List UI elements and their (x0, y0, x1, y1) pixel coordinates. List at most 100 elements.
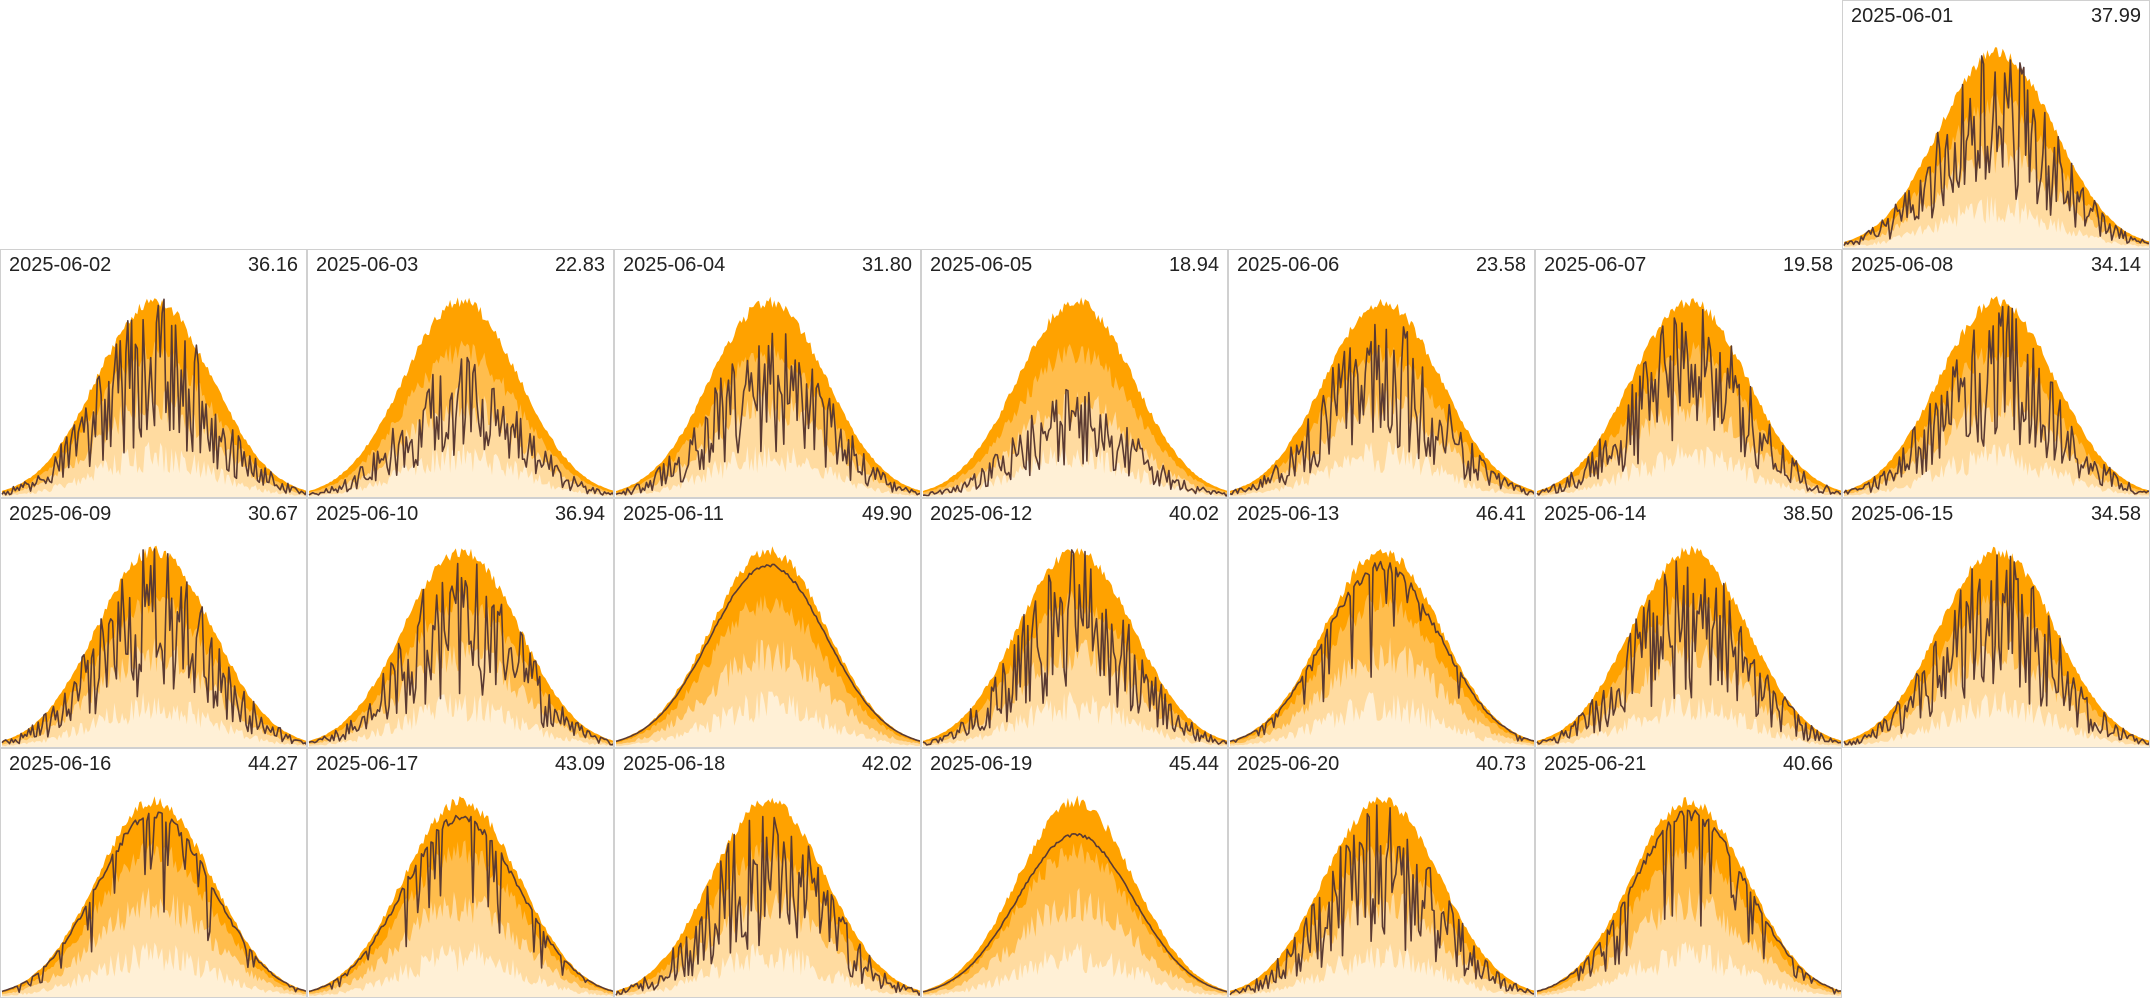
band-low (1230, 943, 1534, 997)
day-date-label: 2025-06-16 (9, 753, 112, 775)
day-panel-plot (615, 296, 920, 497)
day-panel-plot (308, 796, 613, 997)
day-panel: 2025-06-09 30.67 (0, 498, 307, 748)
band-inner (309, 640, 613, 747)
day-panel-plot (1536, 545, 1841, 747)
day-panel: 2025-06-14 38.50 (1535, 498, 1842, 748)
day-date-label: 2025-06-17 (316, 753, 419, 775)
actual-production-line (308, 814, 613, 993)
band-inner (1537, 886, 1841, 997)
band-low (616, 443, 920, 497)
actual-production-line (1536, 308, 1841, 496)
day-panel-plot (922, 297, 1227, 497)
band-low (1844, 691, 2149, 747)
band-low (309, 440, 613, 497)
day-date-label: 2025-06-12 (930, 503, 1033, 525)
band-low (2, 692, 306, 747)
day-panel-plot (1536, 797, 1841, 997)
actual-production-line (922, 388, 1227, 497)
day-date-label: 2025-06-02 (9, 254, 112, 276)
day-panel-plot (1843, 296, 2149, 497)
band-low (616, 943, 920, 997)
band-low (1844, 442, 2149, 497)
band-inner (1844, 388, 2149, 497)
band-low (1230, 692, 1534, 747)
day-date-label: 2025-06-18 (623, 753, 726, 775)
actual-production-line (1843, 55, 2149, 246)
day-panel: 2025-06-12 40.02 (921, 498, 1228, 748)
actual-production-line (308, 356, 613, 496)
day-total-label: 40.66 (1782, 753, 1833, 775)
actual-production-line (1229, 804, 1534, 996)
day-panel-plot (308, 548, 613, 747)
day-total-label: 49.90 (861, 503, 912, 525)
day-panel-plot (615, 797, 920, 997)
day-date-label: 2025-06-10 (316, 503, 419, 525)
band-low (1230, 441, 1534, 497)
day-panel-plot (1, 796, 306, 997)
day-panel: 2025-06-20 40.73 (1228, 748, 1535, 998)
day-total-label: 34.58 (2090, 503, 2141, 525)
band-inner (616, 638, 920, 747)
band-inner (2, 638, 306, 747)
band-inner (1844, 138, 2149, 248)
band-low (2, 942, 306, 997)
day-date-label: 2025-06-21 (1544, 753, 1647, 775)
day-total-label: 34.14 (2090, 254, 2141, 276)
day-panel-plot (615, 546, 920, 747)
band-inner (2, 887, 306, 997)
day-panel: 2025-06-11 49.90 (614, 498, 921, 748)
actual-production-line (1843, 554, 2149, 746)
day-panel: 2025-06-08 34.14 (1842, 249, 2150, 498)
day-date-label: 2025-06-19 (930, 753, 1033, 775)
day-total-label: 37.99 (2090, 5, 2141, 27)
band-inner (1230, 389, 1534, 497)
actual-production-line (1536, 560, 1841, 745)
day-panel-plot (1843, 546, 2149, 747)
band-inner (1537, 389, 1841, 497)
actual-production-line (1843, 305, 2149, 495)
day-total-label: 19.58 (1782, 254, 1833, 276)
day-panel-plot (308, 297, 613, 497)
actual-production-line (1, 811, 306, 993)
day-total-label: 38.50 (1782, 503, 1833, 525)
day-total-label: 40.73 (1475, 753, 1526, 775)
day-panel-plot (1536, 298, 1841, 497)
day-panel: 2025-06-07 19.58 (1535, 249, 1842, 498)
day-total-label: 46.41 (1475, 503, 1526, 525)
actual-production-line (1229, 323, 1534, 496)
band-inner (309, 891, 613, 997)
band-low (1537, 442, 1841, 497)
day-panel: 2025-06-13 46.41 (1228, 498, 1535, 748)
actual-production-line (615, 332, 920, 496)
day-total-label: 45.44 (1168, 753, 1219, 775)
band-inner (923, 388, 1227, 497)
day-date-label: 2025-06-03 (316, 254, 419, 276)
day-panel: 2025-06-02 36.16 (0, 249, 307, 498)
day-date-label: 2025-06-07 (1544, 254, 1647, 276)
actual-production-line (615, 815, 920, 996)
day-panel: 2025-06-19 45.44 (921, 748, 1228, 998)
band-low (923, 442, 1227, 497)
day-date-label: 2025-06-01 (1851, 5, 1954, 27)
day-panel-plot (922, 795, 1227, 997)
actual-production-line (1536, 809, 1841, 995)
actual-production-line (1229, 560, 1534, 743)
day-total-label: 44.27 (247, 753, 298, 775)
day-date-label: 2025-06-06 (1237, 254, 1340, 276)
day-total-label: 36.94 (554, 503, 605, 525)
band-low (309, 692, 613, 747)
day-date-label: 2025-06-13 (1237, 503, 1340, 525)
day-total-label: 43.09 (554, 753, 605, 775)
day-total-label: 23.58 (1475, 254, 1526, 276)
day-panel: 2025-06-05 18.94 (921, 249, 1228, 498)
day-panel-plot (1843, 47, 2149, 248)
day-date-label: 2025-06-20 (1237, 753, 1340, 775)
day-date-label: 2025-06-09 (9, 503, 112, 525)
day-total-label: 22.83 (554, 254, 605, 276)
day-total-label: 36.16 (247, 254, 298, 276)
actual-production-line (922, 549, 1227, 746)
band-low (1537, 941, 1841, 997)
band-low (923, 691, 1227, 747)
